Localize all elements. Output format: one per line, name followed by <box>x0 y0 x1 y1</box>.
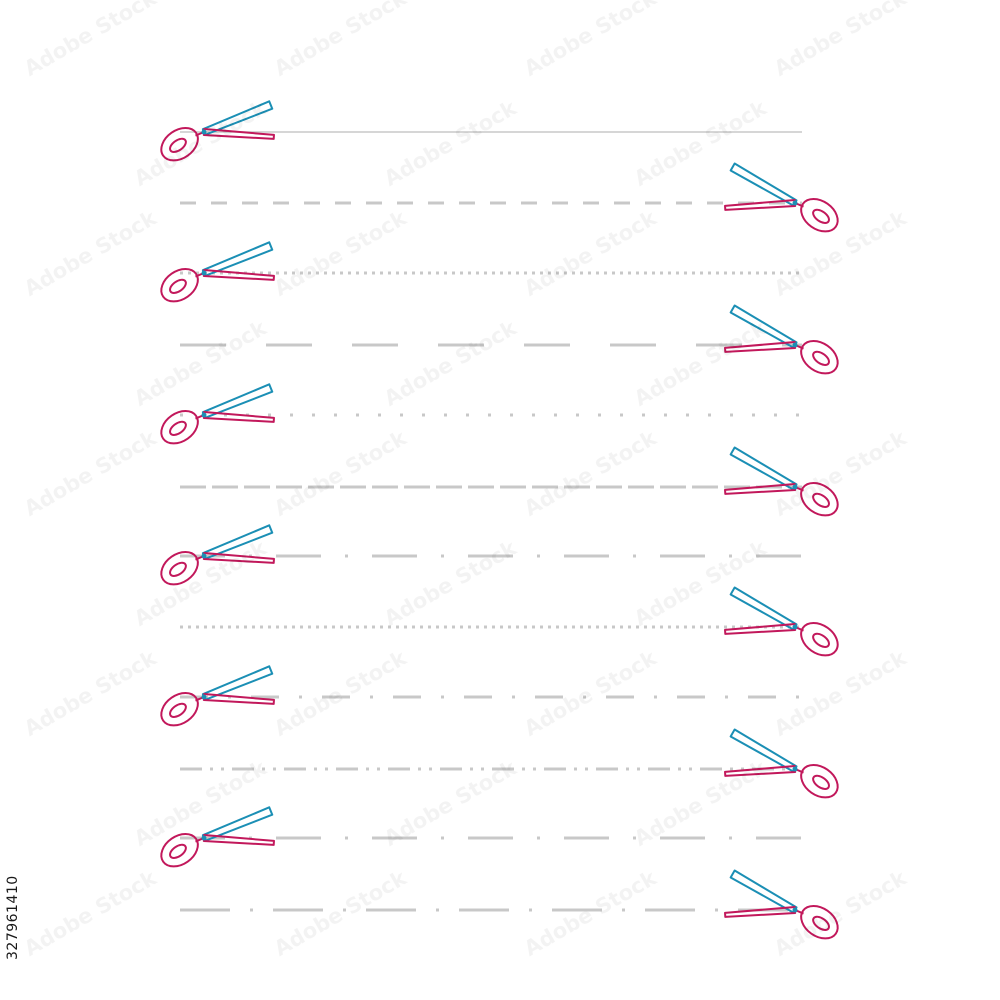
scissors-icon <box>160 383 275 445</box>
scissors-icon <box>724 304 839 375</box>
stock-image-id: 327961410 <box>5 875 21 960</box>
scissors-icon <box>724 446 839 517</box>
scissors-icon <box>160 241 275 303</box>
cut-lines-layer <box>180 131 802 912</box>
scissors-layer <box>160 100 839 940</box>
scissors-icon <box>160 100 275 162</box>
scissors-icon <box>160 524 275 586</box>
scissors-icon <box>724 162 839 233</box>
scissors-icon <box>724 869 839 940</box>
scissors-icon <box>160 665 275 727</box>
scissors-icon <box>724 586 839 657</box>
scissors-icon <box>724 728 839 799</box>
scissors-icon <box>160 806 275 868</box>
